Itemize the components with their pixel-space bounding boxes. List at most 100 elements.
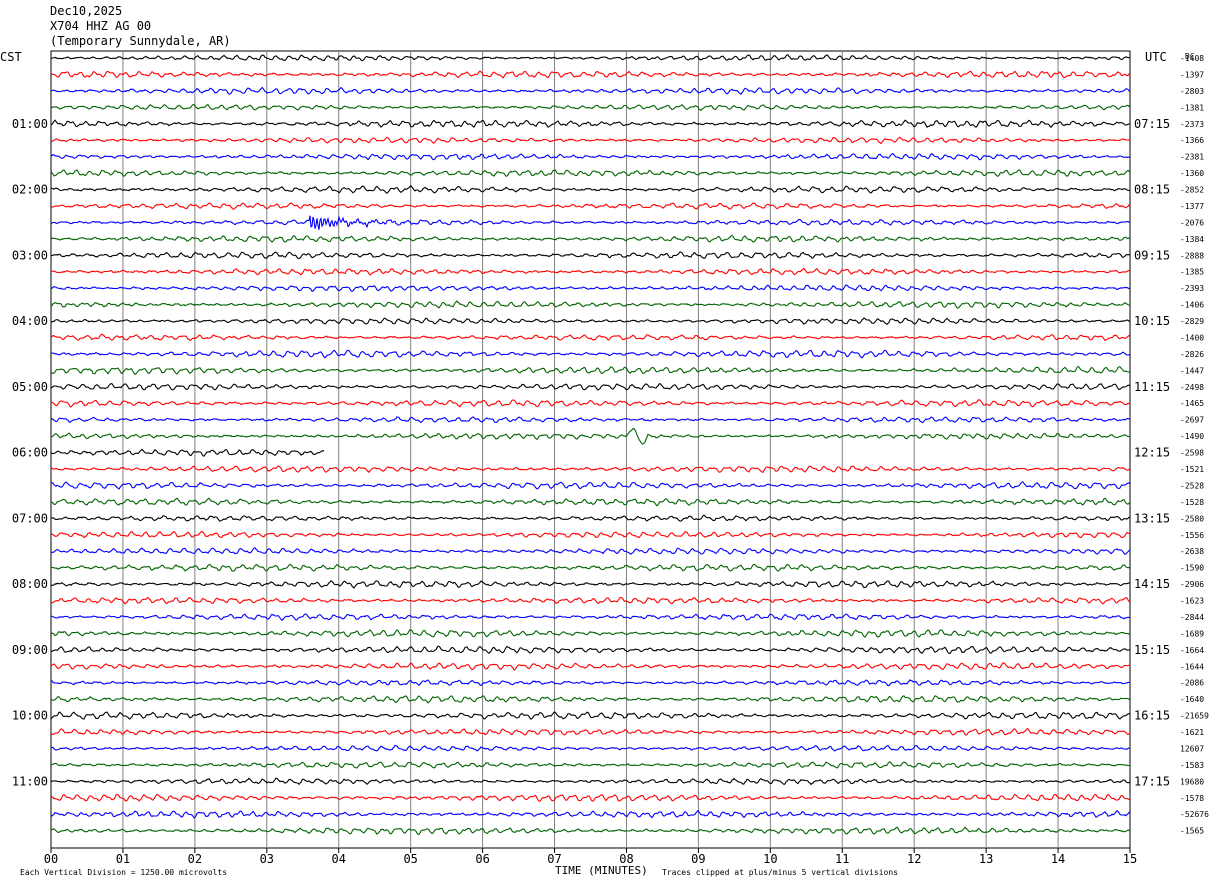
station-location: (Temporary Sunnydale, AR) xyxy=(50,34,231,48)
seismic-trace xyxy=(50,428,1131,445)
seismic-trace xyxy=(50,382,1131,391)
right-hour-label: 13:15 xyxy=(1134,511,1170,525)
seismic-trace xyxy=(50,793,1131,802)
seismic-trace xyxy=(51,514,1131,522)
seismic-trace xyxy=(50,317,1130,326)
seismic-trace xyxy=(50,481,1131,490)
left-hour-label: 09:00 xyxy=(12,643,48,657)
dc-column-header: DC xyxy=(1185,52,1195,61)
seismic-trace xyxy=(50,596,1131,605)
x-tick-label: 09 xyxy=(691,852,705,866)
seismic-trace xyxy=(50,103,1131,112)
channel-label: X704 HHZ AG 00 xyxy=(50,19,152,33)
dc-offset-label: -1490 xyxy=(1180,432,1204,441)
dc-offset-label: -1408 xyxy=(1180,54,1204,63)
left-hour-label: 01:00 xyxy=(12,117,48,131)
x-tick-label: 05 xyxy=(403,852,417,866)
seismic-trace xyxy=(50,54,1131,62)
right-timezone-label: UTC xyxy=(1145,50,1167,64)
dc-offset-label: -21659 xyxy=(1180,712,1209,721)
dc-offset-label: -2803 xyxy=(1180,87,1204,96)
seismic-trace xyxy=(50,169,1131,177)
right-hour-label: 09:15 xyxy=(1134,248,1170,262)
right-hour-label: 16:15 xyxy=(1134,709,1170,723)
dc-offset-label: 12607 xyxy=(1180,744,1204,753)
left-hour-label: 10:00 xyxy=(12,709,48,723)
left-hour-label: 07:00 xyxy=(12,511,48,525)
dc-offset-label: -2829 xyxy=(1180,317,1204,326)
dc-offset-label: -1583 xyxy=(1180,761,1204,770)
clip-note: Traces clipped at plus/minus 5 vertical … xyxy=(662,868,899,877)
seismic-trace xyxy=(50,86,1131,95)
dc-offset-label: -2906 xyxy=(1180,580,1204,589)
seismic-trace xyxy=(50,563,1131,572)
seismic-trace xyxy=(50,349,1131,359)
left-hour-label: 05:00 xyxy=(12,380,48,394)
dc-offset-label: -2888 xyxy=(1180,251,1204,260)
seismic-trace xyxy=(50,629,1131,638)
seismic-trace xyxy=(50,728,1131,736)
left-hour-label: 08:00 xyxy=(12,577,48,591)
dc-offset-label: -1381 xyxy=(1180,103,1204,112)
dc-offset-label: -1366 xyxy=(1180,136,1204,145)
left-hour-label: 06:00 xyxy=(12,446,48,460)
seismic-trace xyxy=(50,662,1130,671)
seismic-trace xyxy=(50,267,1131,276)
x-tick-label: 12 xyxy=(907,852,921,866)
seismic-trace xyxy=(50,365,1131,375)
dc-offset-label: -1528 xyxy=(1180,498,1204,507)
x-tick-label: 15 xyxy=(1123,852,1137,866)
x-tick-label: 00 xyxy=(44,852,58,866)
dc-offset-label: -2580 xyxy=(1180,514,1204,523)
dc-offset-label: -1447 xyxy=(1180,366,1204,375)
dc-offset-label: -1385 xyxy=(1180,268,1204,277)
seismic-trace xyxy=(50,547,1131,555)
seismic-trace xyxy=(50,579,1131,589)
seismic-trace xyxy=(50,744,1131,752)
dc-offset-label: -1578 xyxy=(1180,794,1204,803)
left-hour-label: 02:00 xyxy=(12,183,48,197)
plot-frame xyxy=(50,50,1131,849)
x-tick-label: 04 xyxy=(332,852,346,866)
seismic-trace xyxy=(50,826,1131,835)
dc-offset-label: -2826 xyxy=(1180,350,1204,359)
right-hour-label: 17:15 xyxy=(1134,774,1170,788)
dc-offset-label: -1565 xyxy=(1180,827,1204,836)
x-tick-label: 01 xyxy=(116,852,130,866)
right-hour-label: 10:15 xyxy=(1134,314,1170,328)
dc-offset-label: -2076 xyxy=(1180,218,1204,227)
dc-offset-label: -1377 xyxy=(1180,202,1204,211)
dc-offset-label: -1640 xyxy=(1180,695,1204,704)
seismic-trace xyxy=(50,679,1131,687)
x-tick-label: 06 xyxy=(475,852,489,866)
dc-offset-label: -2844 xyxy=(1180,613,1204,622)
x-tick-label: 03 xyxy=(260,852,274,866)
x-tick-label: 07 xyxy=(547,852,561,866)
x-tick-label: 08 xyxy=(619,852,633,866)
seismic-trace xyxy=(50,300,1131,309)
dc-offset-label: -2498 xyxy=(1180,383,1204,392)
plot-date: Dec10,2025 xyxy=(50,4,123,18)
seismic-trace xyxy=(50,153,1131,161)
dc-offset-label: -1360 xyxy=(1180,169,1204,178)
left-timezone-label: CST xyxy=(0,50,22,64)
dc-offset-label: -1397 xyxy=(1180,70,1204,79)
seismic-trace xyxy=(50,234,1131,243)
x-tick-label: 13 xyxy=(979,852,993,866)
dc-offset-label: -1465 xyxy=(1180,399,1204,408)
dc-offset-label: -52676 xyxy=(1180,810,1209,819)
dc-offset-label: -1644 xyxy=(1180,662,1204,671)
seismic-trace xyxy=(50,185,1131,195)
seismic-trace xyxy=(50,70,1131,79)
seismic-trace xyxy=(50,465,1131,473)
seismic-trace xyxy=(50,333,1131,342)
dc-offset-label: -2697 xyxy=(1180,416,1204,425)
dc-offset-label: -1689 xyxy=(1180,629,1204,638)
seismic-trace xyxy=(50,251,1131,259)
seismic-trace xyxy=(50,136,1131,145)
right-hour-label: 12:15 xyxy=(1134,446,1170,460)
seismic-trace xyxy=(50,448,325,457)
scale-note: Each Vertical Division = 1250.00 microvo… xyxy=(20,868,228,877)
seismic-trace xyxy=(50,645,1131,655)
